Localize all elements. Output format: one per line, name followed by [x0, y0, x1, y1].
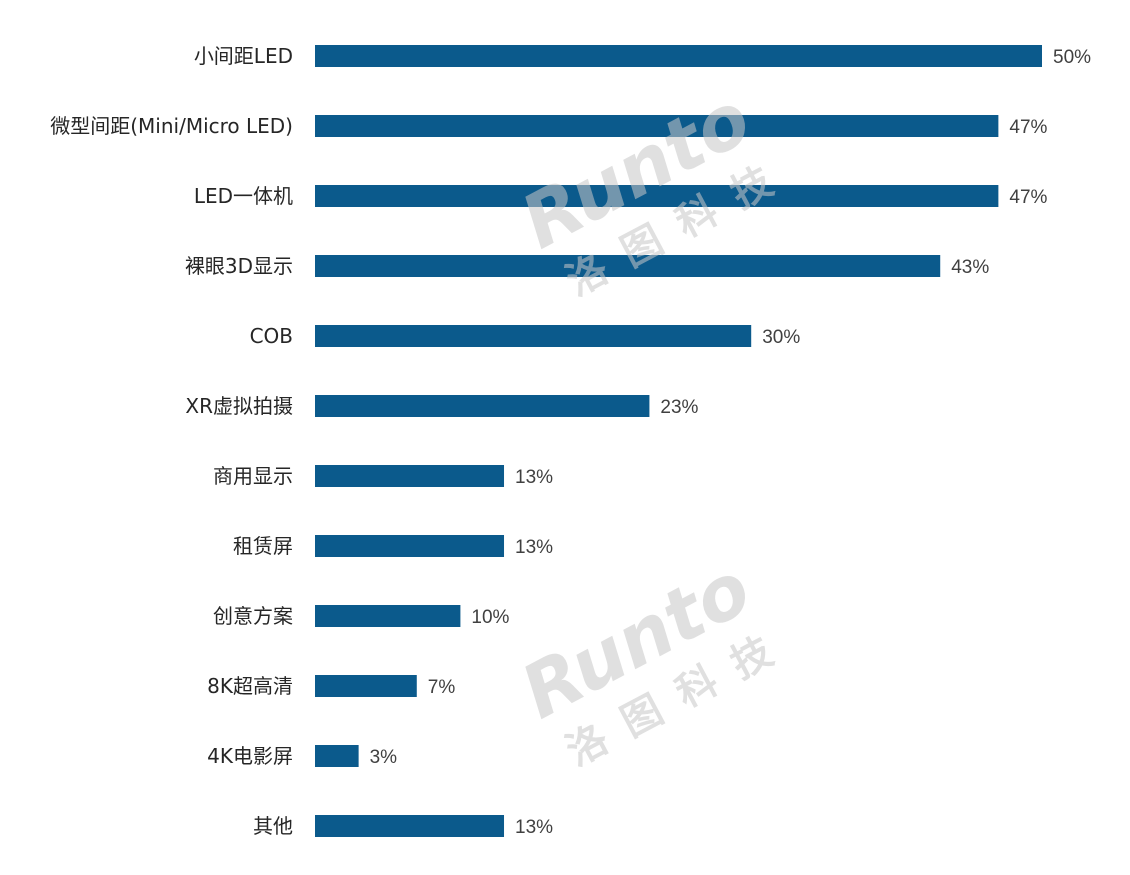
labels-layer: 小间距LED 50% 微型间距(Mini/Micro LED) 47% LED一体机 47… — [50, 44, 1091, 838]
category-label: 4K电影屏 — [207, 744, 293, 768]
category-label: 裸眼3D显示 — [185, 254, 293, 278]
bar — [315, 605, 461, 627]
category-label: COB — [250, 324, 293, 348]
value-label: 13% — [515, 537, 553, 558]
value-label: 30% — [762, 327, 800, 348]
bar — [315, 745, 359, 767]
bars-layer — [315, 45, 1042, 837]
bar — [315, 325, 752, 347]
category-label: 创意方案 — [213, 604, 293, 628]
value-label: 13% — [515, 817, 553, 838]
bar — [315, 185, 999, 207]
category-label: 8K超高清 — [207, 674, 293, 698]
value-label: 47% — [1009, 187, 1047, 208]
category-label: 商用显示 — [213, 464, 293, 488]
bar — [315, 465, 505, 487]
value-label: 7% — [428, 677, 456, 698]
value-label: 47% — [1009, 117, 1047, 138]
category-label: 小间距LED — [194, 44, 293, 68]
value-label: 10% — [471, 607, 509, 628]
bar — [315, 395, 650, 417]
bar — [315, 535, 505, 557]
value-label: 3% — [370, 747, 398, 768]
bar — [315, 675, 417, 697]
bar — [315, 115, 999, 137]
category-label: 其他 — [253, 814, 293, 838]
bar — [315, 255, 941, 277]
value-label: 43% — [951, 257, 989, 278]
value-label: 23% — [660, 397, 698, 418]
bar — [315, 45, 1042, 67]
category-label: XR虚拟拍摄 — [185, 394, 293, 418]
bar — [315, 815, 505, 837]
value-label: 50% — [1053, 47, 1091, 68]
category-label: LED一体机 — [194, 184, 293, 208]
category-label: 微型间距(Mini/Micro LED) — [50, 114, 293, 138]
value-label: 13% — [515, 467, 553, 488]
category-label: 租赁屏 — [233, 534, 293, 558]
